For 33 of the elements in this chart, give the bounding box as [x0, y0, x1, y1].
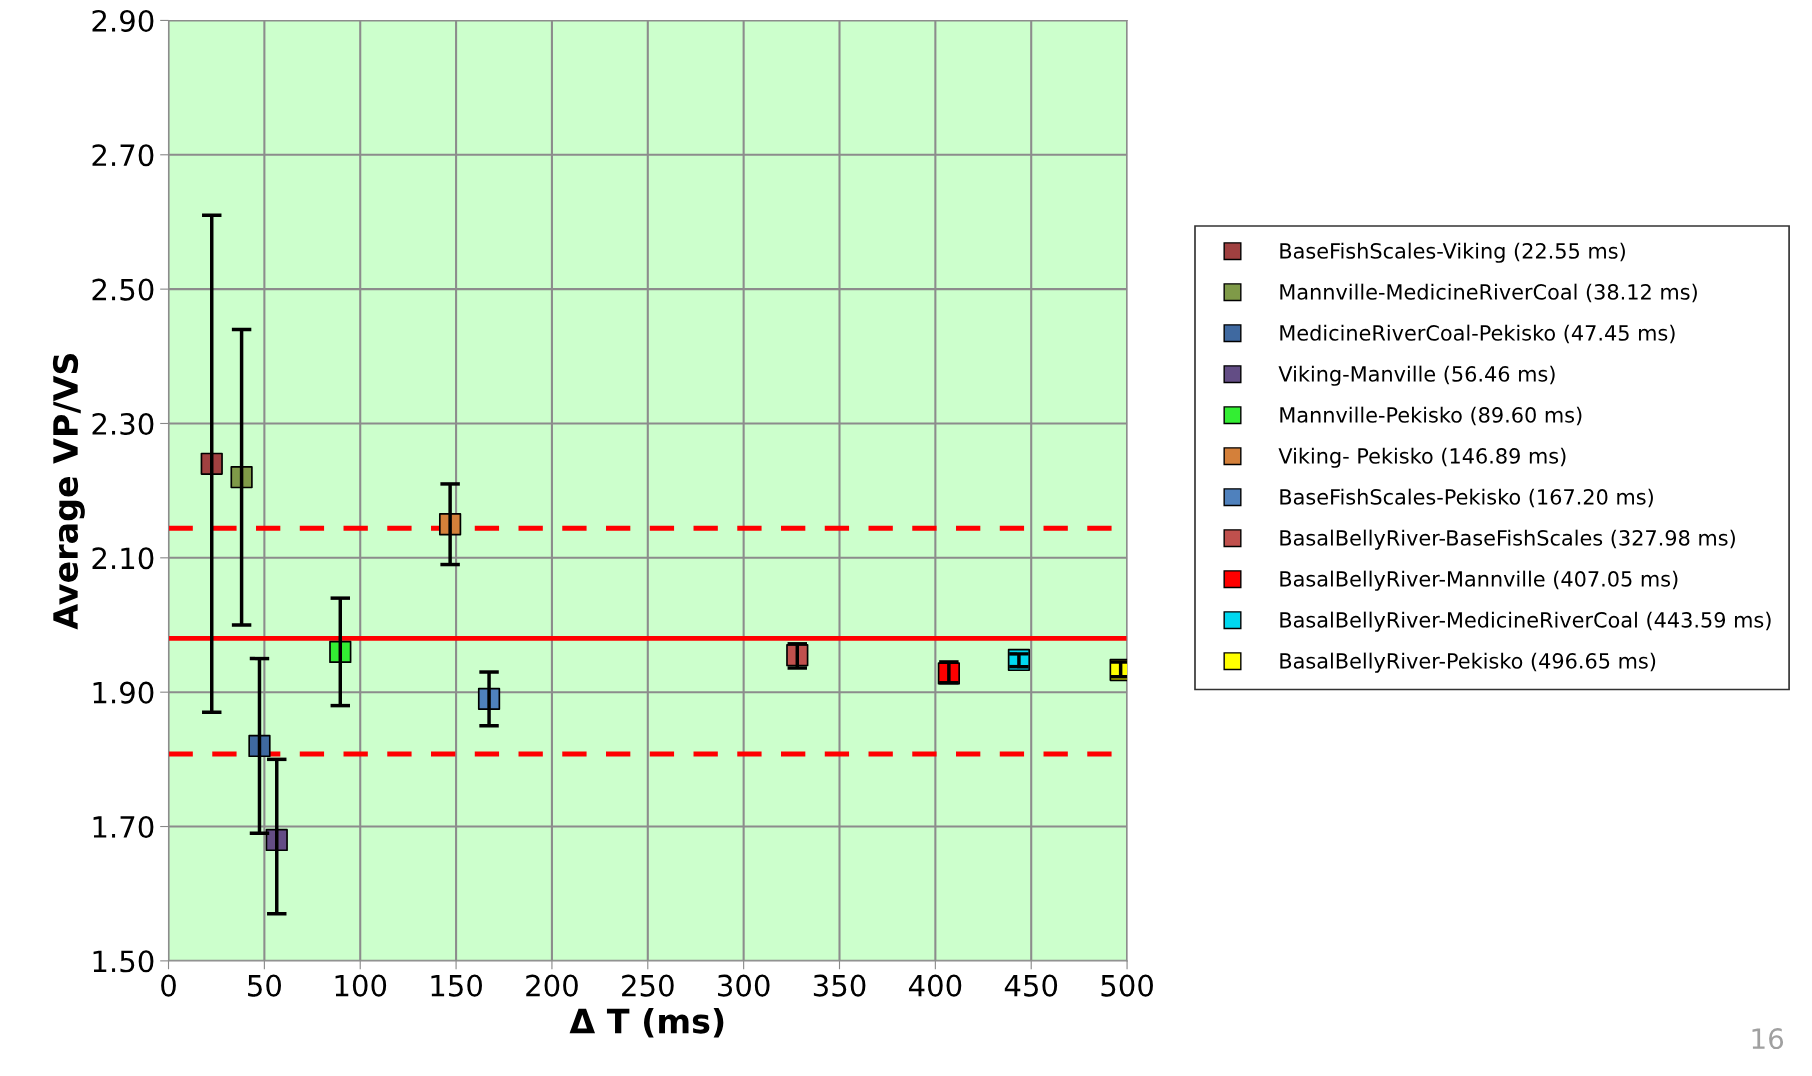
x-tick-label: 300	[718, 974, 770, 997]
y-tick-label: 1.90	[93, 681, 154, 704]
x-tick-label: 250	[622, 974, 674, 997]
y-tick-label: 1.70	[93, 815, 154, 839]
x-tick-label: 500	[1101, 974, 1153, 997]
legend-label: BasalBellyRiver-Mannville (407.05 ms)	[1280, 570, 1678, 591]
y-tick-label: 2.30	[92, 412, 154, 435]
x-axis-title: Δ T (ms)	[569, 1007, 724, 1038]
y-tick-label: 2.90	[92, 9, 154, 32]
text: 16	[1752, 1028, 1784, 1050]
x-tick-label: 400	[908, 974, 962, 997]
legend-label: MedicineRiverCoal-Pekisko (47.45 ms)	[1280, 324, 1675, 344]
x-tick-label: 100	[335, 974, 387, 997]
legend-label: BaseFishScales-Pekisko (167.20 ms)	[1280, 488, 1653, 508]
legend-label: BasalBellyRiver-Pekisko (496.65 ms)	[1280, 652, 1656, 673]
y-tick-label: 2.70	[92, 144, 154, 167]
legend-label: Mannville-Pekisko (89.60 ms)	[1280, 406, 1582, 426]
legend-label: BaseFishScales-Viking (22.55 ms)	[1280, 242, 1625, 263]
legend-label: Viking- Pekisko (146.89 ms)	[1278, 447, 1566, 468]
legend-label: BasalBellyRiver-MedicineRiverCoal (443.59 ms)	[1280, 611, 1771, 632]
legend-label: BasalBellyRiver-BaseFishScales (327.98 ms)	[1280, 529, 1735, 550]
x-tick-label: 50	[248, 974, 281, 997]
y-axis-title: Average VP/VS	[52, 354, 85, 630]
x-tick-label: 150	[431, 974, 482, 997]
y-tick-label: 1.50	[93, 950, 154, 973]
x-tick-label: 350	[813, 974, 866, 997]
legend-label: Viking-Manville (56.46 ms)	[1278, 365, 1555, 386]
x-tick-label: 450	[1004, 974, 1058, 997]
y-tick-label: 2.50	[92, 278, 154, 301]
x-tick-label: 200	[526, 974, 578, 997]
x-tick-label: 0	[161, 974, 176, 997]
legend-label: Mannville-MedicineRiverCoal (38.12 ms)	[1280, 283, 1697, 303]
y-tick-label: 2.10	[92, 547, 154, 570]
